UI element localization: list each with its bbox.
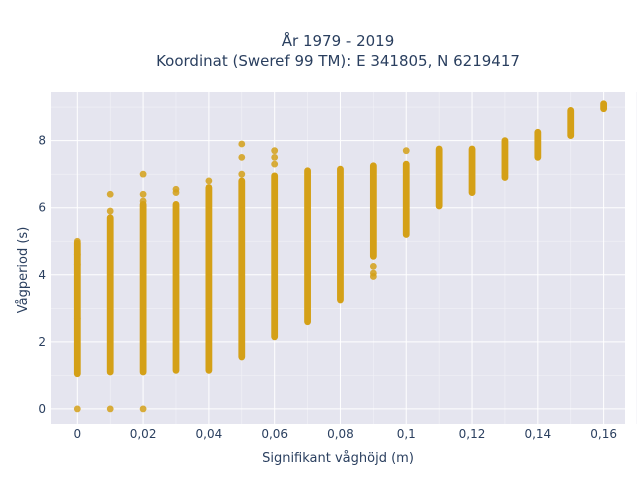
data-point (106, 190, 114, 198)
point-cluster (567, 107, 575, 139)
data-point (402, 147, 410, 155)
data-column (271, 147, 279, 341)
data-point (73, 251, 81, 259)
point-cluster (205, 184, 213, 374)
y-axis-ticks: 0 2 4 6 8 (38, 134, 46, 416)
data-point (106, 405, 114, 413)
data-column (402, 147, 410, 238)
point-cluster (402, 160, 410, 238)
data-column (205, 177, 213, 374)
chart-title: År 1979 - 2019 Koordinat (Sweref 99 TM):… (156, 31, 520, 70)
point-cluster (337, 165, 344, 304)
x-tick-label: 0,02 (130, 427, 157, 441)
point-cluster (238, 177, 246, 361)
data-point (139, 170, 147, 178)
point-cluster (139, 200, 147, 376)
y-tick-label: 4 (38, 268, 46, 282)
data-column (238, 140, 246, 361)
data-point (73, 237, 81, 245)
data-column (337, 165, 344, 304)
data-point (139, 197, 147, 205)
data-point (172, 185, 180, 193)
point-cluster (304, 167, 311, 326)
point-cluster (73, 239, 81, 378)
point-cluster (600, 100, 608, 113)
data-point (106, 207, 114, 215)
point-cluster (435, 145, 443, 210)
data-point (73, 314, 81, 322)
data-column (304, 167, 311, 326)
data-column (73, 237, 81, 413)
y-tick-label: 2 (38, 335, 46, 349)
data-point (238, 153, 246, 161)
x-tick-label: 0 (73, 427, 81, 441)
x-tick-label: 0,04 (196, 427, 223, 441)
y-tick-label: 6 (38, 201, 46, 215)
data-column (468, 145, 476, 197)
point-cluster (468, 145, 476, 197)
data-column (567, 107, 575, 139)
data-point (139, 190, 147, 198)
data-column (435, 145, 443, 210)
data-point (238, 140, 246, 148)
y-tick-label: 0 (38, 402, 46, 416)
point-cluster (501, 137, 509, 181)
x-tick-label: 0,16 (590, 427, 617, 441)
point-cluster (369, 162, 377, 260)
data-column (106, 190, 114, 413)
point-cluster (534, 128, 542, 161)
chart-title-line-2: Koordinat (Sweref 99 TM): E 341805, N 62… (156, 52, 520, 70)
data-point (205, 177, 213, 185)
data-point (238, 170, 246, 178)
data-column (600, 100, 608, 113)
data-point (73, 405, 81, 413)
y-axis-title: Vågperiod (s) (16, 227, 31, 314)
x-tick-label: 0,06 (261, 427, 288, 441)
data-point (271, 147, 279, 155)
data-point (73, 261, 81, 269)
data-column (534, 128, 542, 161)
chart-title-line-1: År 1979 - 2019 (282, 31, 395, 50)
data-column (139, 170, 147, 413)
data-points (73, 100, 608, 413)
data-column (369, 162, 377, 280)
data-column (501, 137, 509, 181)
x-axis-title: Signifikant våghöjd (m) (262, 451, 414, 466)
data-point (271, 153, 279, 161)
x-axis-ticks: 0 0,02 0,04 0,06 0,08 0,1 0,12 0,14 0,16 (73, 427, 616, 441)
data-column (172, 185, 180, 374)
x-tick-label: 0,08 (327, 427, 354, 441)
x-tick-label: 0,14 (524, 427, 551, 441)
x-tick-label: 0,12 (459, 427, 486, 441)
data-point (369, 262, 377, 270)
data-point (271, 160, 279, 168)
point-cluster (271, 172, 279, 341)
data-point (369, 269, 377, 277)
point-cluster (172, 200, 180, 374)
data-point (139, 405, 147, 413)
y-tick-label: 8 (38, 134, 46, 148)
point-cluster (106, 214, 114, 376)
x-tick-label: 0,1 (397, 427, 416, 441)
